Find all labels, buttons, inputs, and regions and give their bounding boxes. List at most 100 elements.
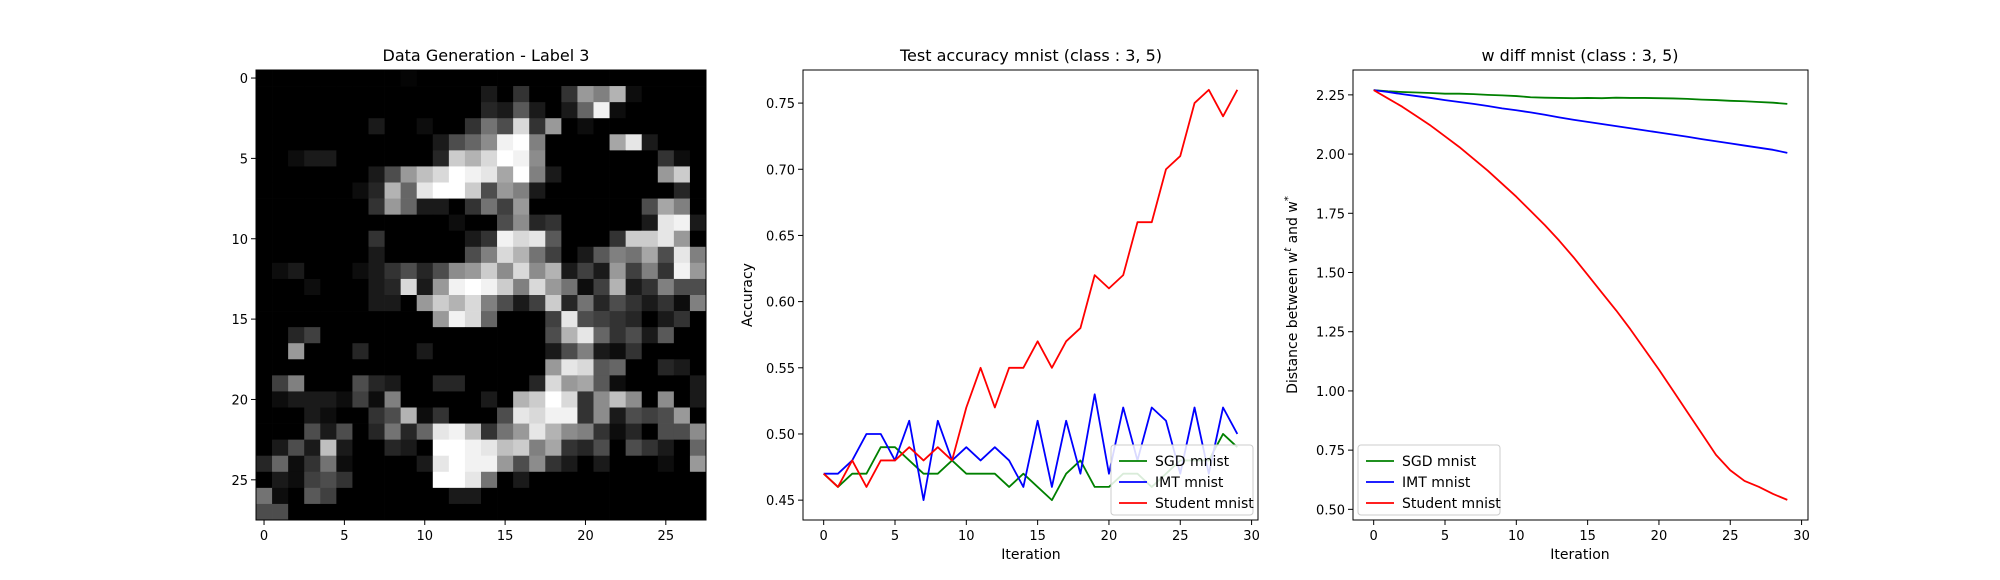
heatmap-cell	[464, 423, 482, 440]
heatmap-cell	[609, 262, 626, 280]
heatmap-cell	[272, 262, 289, 280]
heatmap-cell	[497, 375, 514, 392]
heatmap-cell	[481, 487, 498, 505]
heatmap-cell	[256, 86, 273, 103]
heatmap-cell	[641, 246, 659, 264]
heatmap-cell	[416, 295, 434, 312]
heatmap-cell	[689, 343, 707, 360]
heatmap-cell	[272, 343, 289, 360]
heatmap-cell	[416, 198, 434, 215]
heatmap-cell	[689, 278, 707, 296]
heatmap-cell	[529, 86, 546, 103]
heatmap-cell	[384, 311, 401, 328]
heatmap-cell	[448, 198, 466, 215]
heatmap-cell	[352, 182, 369, 199]
heatmap-cell	[593, 86, 610, 103]
heatmap-cell	[577, 343, 594, 360]
heatmap-cell	[625, 70, 643, 87]
heatmap-cell	[336, 214, 353, 232]
heatmap-cell	[593, 471, 610, 489]
heatmap-cell	[448, 343, 466, 360]
heatmap-cell	[432, 327, 450, 344]
heatmap-cell	[609, 166, 626, 183]
heatmap-cell	[272, 391, 289, 408]
heatmap-cell	[304, 102, 321, 119]
heatmap-cell	[256, 262, 273, 280]
heatmap-cell	[673, 343, 691, 360]
heatmap-cell	[304, 134, 321, 151]
heatmap-cell	[256, 391, 273, 408]
heatmap-cell	[336, 278, 353, 296]
heatmap-cell	[657, 278, 675, 296]
heatmap-cell	[673, 198, 691, 215]
heatmap-cell	[481, 214, 498, 232]
heatmap-cell	[464, 86, 482, 103]
heatmap-cell	[641, 86, 659, 103]
heatmap-cell	[545, 262, 562, 280]
heatmap-cell	[336, 375, 353, 392]
heatmap-cell	[416, 503, 434, 521]
heatmap-cell	[448, 246, 466, 264]
heatmap-cell	[673, 471, 691, 489]
heatmap-y-tick-label: 0	[240, 72, 248, 87]
heatmap-cell	[256, 343, 273, 360]
heatmap-cell	[352, 487, 369, 505]
heatmap-cell	[657, 311, 675, 328]
heatmap-cell	[288, 407, 305, 424]
heatmap-cell	[400, 375, 418, 392]
heatmap-cell	[497, 214, 514, 232]
heatmap-cell	[641, 471, 659, 489]
heatmap-cell	[432, 246, 450, 264]
heatmap-cell	[689, 375, 707, 392]
heatmap-cell	[288, 182, 305, 199]
heatmap-x-tick-label: 5	[340, 529, 348, 544]
heatmap-cell	[481, 503, 498, 521]
heatmap-cell	[497, 471, 514, 489]
legend-label: Student mnist	[1155, 496, 1254, 512]
heatmap-cell	[513, 86, 530, 103]
heatmap-cell	[352, 278, 369, 296]
heatmap-cell	[561, 407, 578, 424]
heatmap-cell	[368, 455, 385, 473]
heatmap-cell	[545, 343, 562, 360]
heatmap-cell	[464, 278, 482, 296]
heatmap-cell	[400, 230, 418, 248]
heatmap-cell	[513, 487, 530, 505]
heatmap-cell	[384, 439, 401, 457]
heatmap-cell	[400, 150, 418, 167]
heatmap-cell	[448, 359, 466, 376]
heatmap-cell	[625, 343, 643, 360]
heatmap-cell	[593, 391, 610, 408]
heatmap-cell	[256, 375, 273, 392]
heatmap-cell	[448, 182, 466, 199]
heatmap-cell	[272, 86, 289, 103]
heatmap-cell	[464, 359, 482, 376]
heatmap-cell	[432, 150, 450, 167]
heatmap-cell	[657, 359, 675, 376]
heatmap-cell	[432, 359, 450, 376]
heatmap-y-ticks: 0 5 10 15 20 25	[231, 72, 256, 489]
heatmap-cell	[689, 70, 707, 87]
heatmap-cell	[448, 86, 466, 103]
x-tick-label: 10	[1508, 529, 1525, 544]
heatmap-cell	[481, 278, 498, 296]
heatmap-cell	[625, 278, 643, 296]
heatmap-cell	[625, 150, 643, 167]
heatmap-cell	[272, 182, 289, 199]
heatmap-cell	[513, 503, 530, 521]
heatmap-cell	[577, 407, 594, 424]
heatmap-cell	[416, 311, 434, 328]
heatmap-cell	[320, 246, 337, 264]
heatmap-x-tick-label: 0	[260, 529, 268, 544]
heatmap-cell	[336, 198, 353, 215]
heatmap-cell	[641, 230, 659, 248]
heatmap-cell	[416, 343, 434, 360]
heatmap-cell	[641, 439, 659, 457]
x-tick-label: 25	[1722, 529, 1739, 544]
x-tick-label: 0	[820, 529, 828, 544]
heatmap-cell	[352, 407, 369, 424]
heatmap-cell	[689, 134, 707, 151]
heatmap-cell	[368, 407, 385, 424]
y-tick-label: 0.65	[766, 229, 795, 244]
heatmap-cell	[272, 198, 289, 215]
